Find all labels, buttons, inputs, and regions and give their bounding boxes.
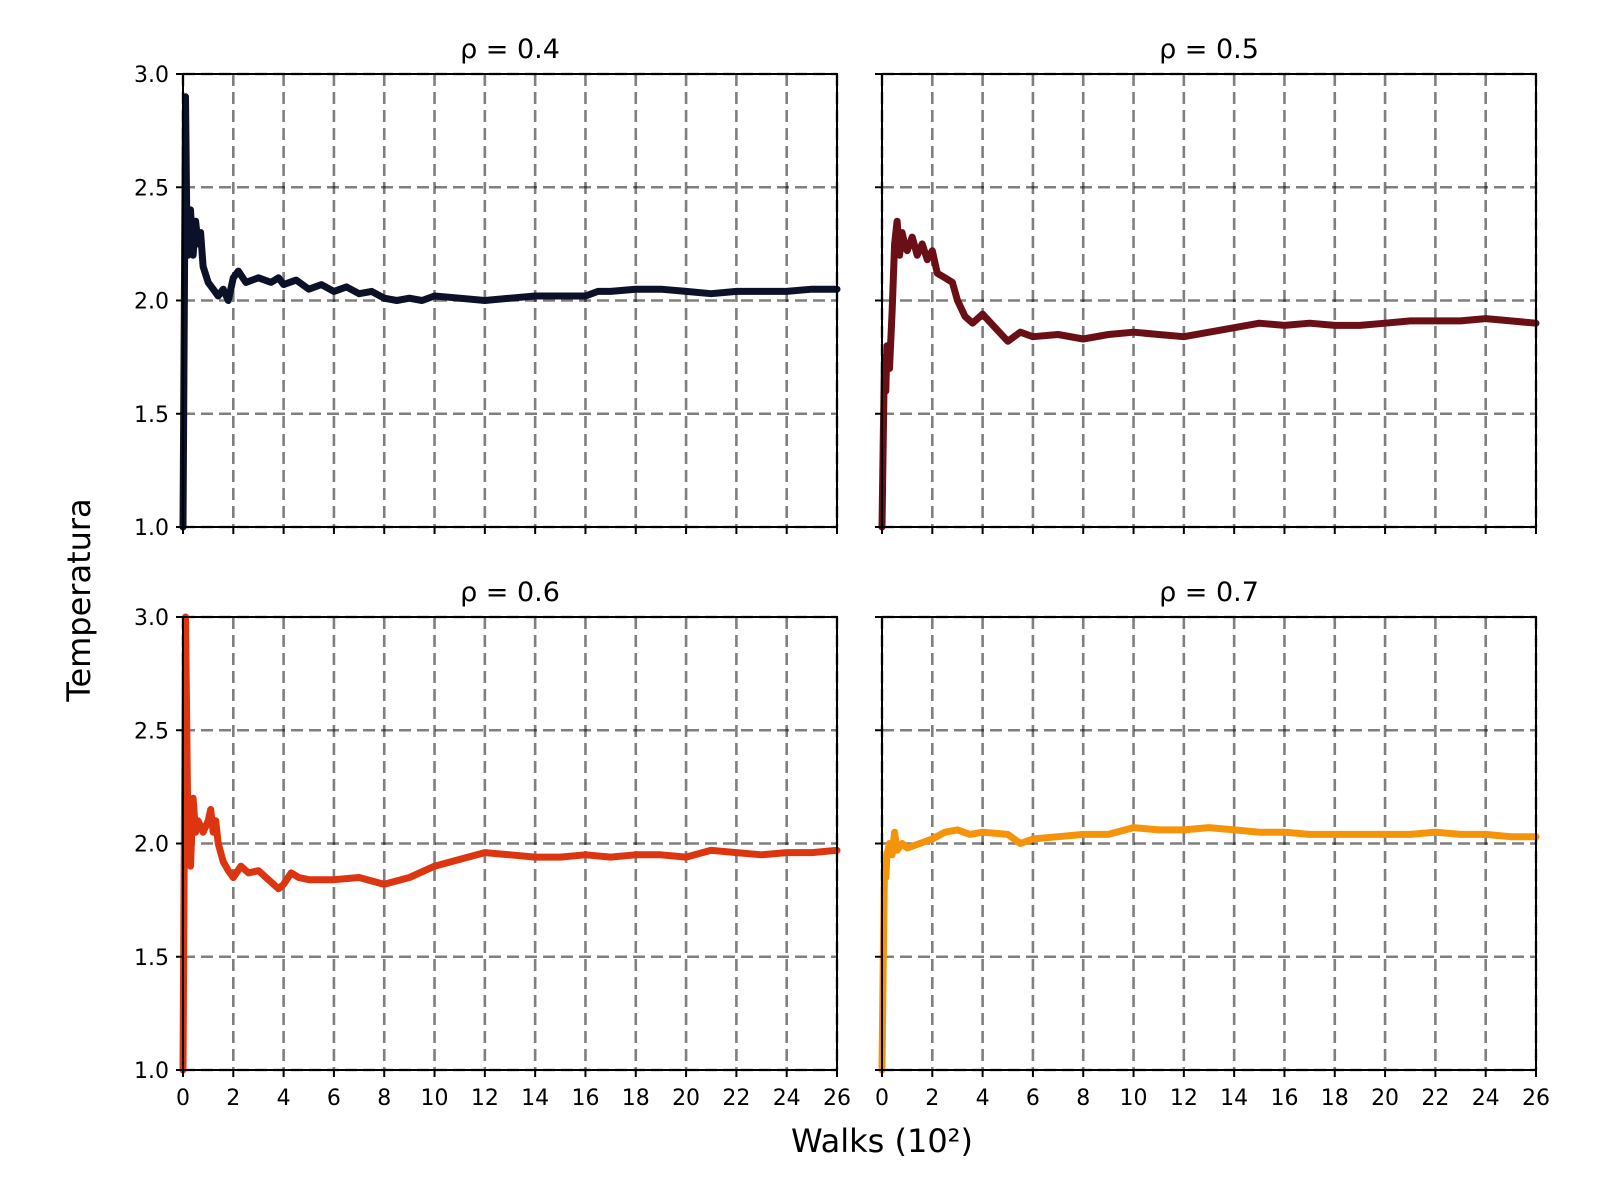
chart-panel-1: 1.0 1.5 2.0 2.5 3.0 ρ = 0.4 [134,34,841,541]
x-tick-label: 22 [722,1086,750,1111]
x-tick-label: 20 [672,1086,700,1111]
panel-group: 1.01.52.02.53.0ρ = 0.4 ρ = 0.50 2 4 6 8 10 12 14… [134,34,1550,1111]
y-tick-label: 2.0 [134,833,169,858]
chart-panel-2: ρ = 0.5 [875,34,1540,534]
x-tick-label: 16 [1270,1086,1298,1111]
x-tick-label: 0 [875,1086,889,1111]
y-tick-label: 1.0 [134,1059,169,1084]
x-tick-label: 26 [1522,1086,1550,1111]
panel-title: ρ = 0.5 [1159,34,1259,65]
y-tick-label: 1.5 [134,946,169,971]
x-tick-label: 4 [277,1086,291,1111]
x-tick-label: 6 [1026,1086,1040,1111]
x-tick-label: 12 [1170,1086,1198,1111]
panel-title: ρ = 0.7 [1159,577,1259,608]
x-tick-label: 6 [327,1086,341,1111]
x-tick-label: 12 [471,1086,499,1111]
y-tick-label: 1.0 [134,516,169,541]
x-tick-label: 10 [421,1086,449,1111]
y-axis-title: Temperatura [60,498,98,702]
panel-title: ρ = 0.6 [460,577,560,608]
y-tick-label: 2.0 [134,290,169,315]
y-tick-label: 3.0 [134,606,169,631]
series-line [878,217,1540,531]
x-tick-label: 8 [1076,1086,1090,1111]
x-tick-label: 2 [226,1086,240,1111]
y-tick-label: 1.5 [134,403,169,428]
y-tick-label: 2.5 [134,176,169,201]
x-tick-label: 24 [1472,1086,1500,1111]
x-tick-label: 14 [521,1086,549,1111]
x-tick-label: 10 [1120,1086,1148,1111]
x-tick-label: 14 [1220,1086,1248,1111]
series-line [878,824,1540,1074]
y-tick-label: 3.0 [134,63,169,88]
y-tick-label: 2.5 [134,719,169,744]
x-tick-label: 16 [571,1086,599,1111]
x-tick-label: 24 [773,1086,801,1111]
x-tick-label: 18 [622,1086,650,1111]
x-tick-label: 20 [1371,1086,1399,1111]
x-tick-label: 8 [377,1086,391,1111]
chart-panel-4: 0 2 4 6 8 10 12 14 16 18 20 22 24 26ρ = 0.7 [875,577,1550,1111]
x-tick-label: 0 [176,1086,190,1111]
series-line [179,93,841,531]
x-tick-label: 2 [925,1086,939,1111]
panel-title: ρ = 0.4 [460,34,560,65]
x-tick-label: 4 [976,1086,990,1111]
x-tick-label: 18 [1321,1086,1349,1111]
chart-panel-3: 0 2 4 6 8 10 12 14 16 18 20 22 24 261.01.52.02.53.0ρ … [134,577,851,1111]
x-tick-label: 22 [1421,1086,1449,1111]
x-axis-title: Walks (10²) [791,1122,973,1160]
x-tick-label: 26 [823,1086,851,1111]
series-line [179,613,841,1074]
